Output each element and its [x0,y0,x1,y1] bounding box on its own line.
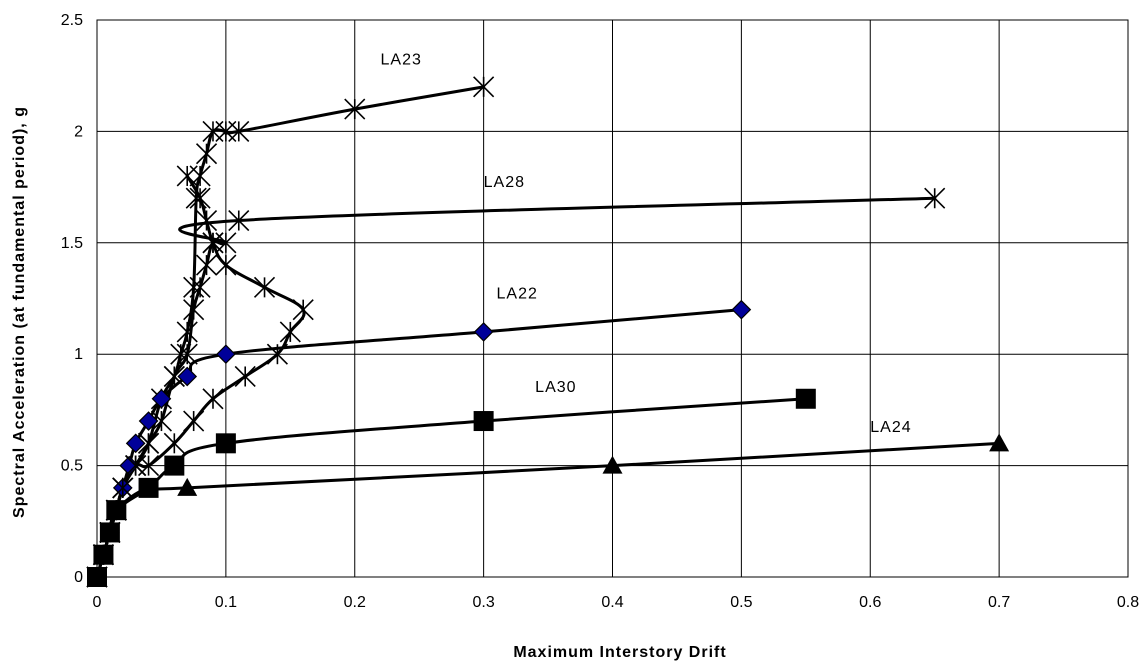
marker-la24 [138,477,159,496]
series-labels: LA23 LA28 LA22 LA30 LA24 [381,52,911,437]
marker-series-5 [253,276,276,298]
marker-la28 [189,276,211,298]
marker-series-5 [183,410,205,432]
y-axis-title: Spectral Acceleration (at fundamental pe… [11,106,28,518]
series-label-la30: LA30 [535,379,576,396]
marker-series-5 [112,477,134,499]
y-tick-label: 1 [74,346,83,363]
marker-series-5 [202,388,224,410]
marker-la22 [138,411,159,431]
y-tick-label: 2.5 [61,12,83,29]
marker-series-5 [163,432,185,454]
marker-la28 [163,365,185,388]
marker-series-5 [292,299,314,321]
marker-la23 [176,321,198,343]
y-tick-label: 0.5 [61,458,83,475]
series-line-la24 [95,441,1001,579]
marker-series-5 [137,455,160,477]
plot-area [96,19,1129,578]
series-lines [95,85,1001,579]
marker-la28 [195,254,218,276]
marker-la24 [602,455,623,474]
marker-la23 [185,187,207,209]
y-tick-label: 1.5 [61,235,83,252]
marker-series-5 [202,232,224,254]
marker-la28 [150,410,173,432]
x-tick-label: 0.5 [730,594,752,611]
tick-labels: 0 0.1 0.2 0.3 0.4 0.5 0.6 0.7 0.8 0 0.5 1 1.5 2 2.5 [61,12,1139,611]
marker-series-5 [266,343,288,365]
series-label-la23: LA23 [381,52,422,69]
marker-la30 [215,433,236,454]
marker-series-5 [215,254,237,276]
marker-la22 [473,322,494,342]
x-tick-label: 0.2 [344,594,366,611]
series-label-la24: LA24 [870,419,911,436]
x-axis-title: Maximum Interstory Drift [513,644,726,661]
marker-la22 [731,299,752,320]
x-tick-label: 0.4 [601,594,623,611]
series-line-la22 [95,308,743,579]
series-markers [86,76,1010,588]
marker-la22 [177,366,198,387]
marker-series-5 [99,521,121,544]
marker-la28 [183,299,205,321]
marker-series-5 [234,365,256,388]
x-tick-label: 0 [93,594,102,611]
marker-series-5 [105,499,127,521]
x-tick-label: 0.8 [1117,594,1139,611]
marker-la28 [924,187,946,209]
y-tick-label: 0 [74,569,83,586]
x-tick-label: 0.6 [859,594,881,611]
marker-la22 [125,433,146,454]
marker-la23 [195,143,218,165]
x-tick-label: 0.1 [215,594,237,611]
marker-la30 [473,411,494,432]
marker-la28 [137,432,160,454]
series-label-la22: LA22 [497,286,538,303]
marker-la24 [989,433,1010,452]
x-tick-label: 0.7 [988,594,1010,611]
series-line-la28 [95,196,937,579]
marker-la30 [164,455,185,476]
marker-la30 [795,388,816,409]
marker-la23 [344,98,366,120]
marker-series-5 [86,566,108,588]
x-tick-label: 0.3 [473,594,495,611]
marker-la24 [177,477,198,496]
marker-series-5 [195,209,218,232]
marker-series-5 [92,544,115,566]
marker-la22 [151,388,172,409]
y-tick-label: 2 [74,123,83,140]
marker-la23 [473,76,495,98]
marker-la28 [176,343,198,365]
marker-series-5 [189,187,211,209]
marker-series-5 [279,321,301,343]
series-label-la28: LA28 [484,174,525,191]
marker-la23 [228,120,250,142]
chart-grid [96,19,1129,578]
marker-la22 [216,344,236,365]
marker-la28 [228,209,250,232]
marker-series-5 [176,165,198,187]
